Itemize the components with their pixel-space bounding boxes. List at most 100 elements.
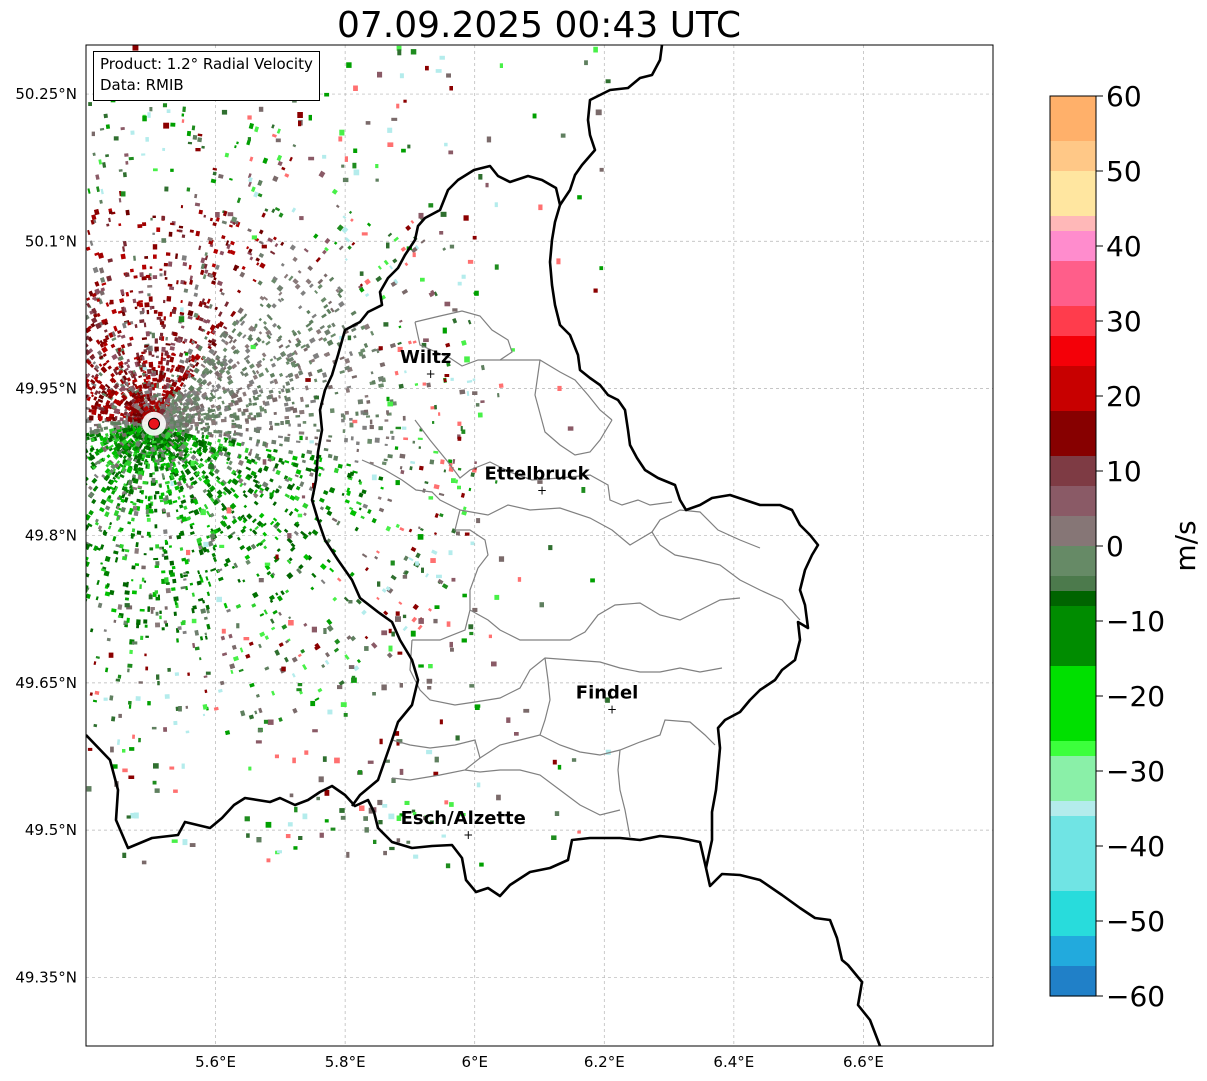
echo-pixel [341,226,349,234]
echo-pixel [86,349,91,356]
echo-pixel [203,675,208,679]
echo-pixel [132,734,135,739]
echo-pixel [192,498,199,505]
echo-pixel [144,399,148,404]
echo-pixel [193,460,199,466]
echo-pixel [114,421,121,426]
echo-pixel [255,542,261,548]
echo-pixel [169,402,174,406]
echo-pixel [102,457,106,461]
echo-pixel [310,399,316,404]
echo-pixel [401,288,409,295]
echo-pixel [303,512,307,517]
echo-pixel [373,807,377,813]
echo-pixel [89,354,96,361]
echo-pixel [346,487,351,493]
echo-pixel [256,439,261,444]
echo-pixel [411,809,416,813]
echo-pixel [300,648,306,654]
echo-pixel [195,426,199,431]
echo-pixel [328,435,333,438]
echo-pixel [339,335,343,340]
echo-pixel [388,645,393,652]
echo-pixel [229,249,236,256]
echo-pixel [470,472,475,477]
echo-pixel [171,432,178,438]
echo-pixel [298,366,302,371]
echo-pixel [277,298,283,303]
echo-pixel [445,863,451,869]
echo-pixel [258,106,264,112]
echo-pixel [147,285,153,288]
canton-line [464,769,621,816]
echo-pixel [498,556,505,562]
echo-pixel [434,756,439,763]
echo-pixel [316,368,323,374]
echo-pixel [135,352,140,357]
echo-pixel [386,396,390,402]
echo-pixel [257,280,263,286]
echo-pixel [397,49,402,56]
echo-pixel [141,276,147,281]
echo-pixel [262,531,268,537]
echo-pixel [581,487,586,493]
echo-pixel [249,682,255,688]
echo-pixel [210,568,215,572]
echo-pixel [302,421,307,424]
echo-pixel [178,352,184,358]
echo-pixel [410,546,417,552]
echo-pixel [258,331,263,335]
echo-pixel [395,616,401,622]
echo-pixel [314,646,319,651]
echo-pixel [127,521,132,525]
echo-pixel [143,405,150,412]
echo-pixel [116,739,121,745]
city-marker: + [537,484,547,498]
echo-pixel [240,441,245,447]
echo-pixel [103,629,107,633]
echo-pixel [183,574,189,578]
echo-pixel [269,358,274,362]
echo-pixel [337,286,342,291]
echo-pixel [255,361,263,369]
echo-pixel [389,342,397,349]
echo-pixel [369,419,373,425]
colorbar-segment [1050,936,1096,952]
echo-pixel [324,237,331,245]
echo-pixel [95,339,101,345]
echo-pixel [216,479,221,484]
echo-pixel [272,175,279,183]
echo-pixel [117,470,122,475]
echo-pixel [258,372,265,378]
echo-pixel [190,460,195,467]
echo-pixel [153,494,157,500]
echo-pixel [235,424,241,428]
echo-pixel [232,338,237,344]
echo-pixel [133,275,138,279]
echo-pixel [104,383,111,389]
echo-pixel [480,364,485,371]
echo-pixel [472,607,478,612]
echo-pixel [401,148,406,153]
echo-pixel [105,154,110,158]
echo-pixel [284,508,289,513]
echo-pixel [161,352,164,357]
echo-pixel [204,689,208,694]
echo-pixel [176,534,181,540]
echo-pixel [86,437,87,444]
echo-pixel [382,804,388,808]
echo-pixel [113,408,121,415]
echo-pixel [393,236,399,242]
echo-pixel [144,495,148,499]
colorbar-segment [1050,561,1096,577]
echo-pixel [285,360,290,365]
echo-pixel [90,381,97,387]
colorbar-segment [1050,276,1096,292]
echo-pixel [301,495,306,499]
echo-pixel [131,579,134,582]
echo-pixel [110,372,115,378]
echo-pixel [203,616,208,620]
echo-pixel [255,257,260,262]
colorbar-segment [1050,501,1096,517]
echo-pixel [196,430,200,434]
